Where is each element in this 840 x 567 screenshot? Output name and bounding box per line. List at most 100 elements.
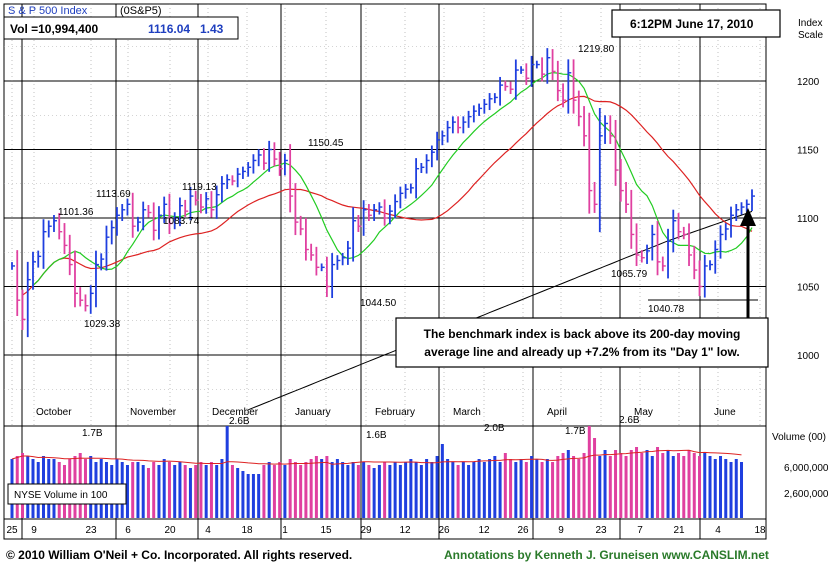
volume-bar — [141, 465, 145, 518]
nyse-volume-label: NYSE Volume in 100 — [14, 490, 108, 501]
volume-bar — [209, 462, 213, 518]
date-axis-frame — [3, 518, 767, 540]
volume-bar — [477, 459, 481, 518]
month-label: December — [212, 407, 259, 418]
volume-bar — [425, 459, 429, 518]
y-tick-1100: 1100 — [797, 214, 819, 225]
volume-bar — [346, 465, 350, 518]
y-tick-1050: 1050 — [797, 283, 820, 294]
volume-bar — [152, 462, 156, 518]
x-tick-label: 29 — [360, 525, 372, 536]
volume-bar — [593, 438, 597, 518]
volume-peak-label: 1.7B — [565, 426, 586, 437]
volume-bar — [430, 462, 434, 518]
annotation-box — [395, 317, 769, 368]
volume-bar — [524, 462, 528, 518]
annotation-line-1: The benchmark index is back above its 20… — [424, 327, 741, 341]
volume-bar — [341, 462, 345, 518]
month-label: June — [714, 407, 736, 418]
volume-bar — [540, 462, 544, 518]
volume-bar — [467, 465, 471, 518]
volume-tick-2-6m: 2,600,000 — [784, 489, 829, 500]
volume-bar — [398, 465, 402, 518]
volume-bar — [136, 462, 140, 518]
volume-info-box — [3, 16, 239, 40]
volume-bar — [367, 465, 371, 518]
volume-bar — [708, 456, 712, 518]
volume-bar — [687, 450, 691, 518]
x-tick-label: 18 — [754, 525, 766, 536]
price-change: 1.43 — [200, 22, 224, 36]
volume-axis-title: Volume (00) — [772, 432, 826, 443]
volume-bar — [404, 462, 408, 518]
volume-bar — [414, 462, 418, 518]
month-label: February — [375, 407, 415, 418]
volume-bar — [587, 426, 591, 518]
volume-bar — [608, 456, 612, 518]
volume-bar — [572, 456, 576, 518]
y-tick-1150: 1150 — [797, 146, 819, 157]
volume-bar — [388, 465, 392, 518]
volume-bar — [671, 456, 675, 518]
volume-bar — [230, 465, 234, 518]
volume-bar — [724, 459, 728, 518]
volume-bar — [146, 468, 150, 518]
volume-bar — [666, 450, 670, 518]
copyright: © 2010 William O'Neil + Co. Incorporated… — [6, 548, 352, 562]
volume-bar — [314, 456, 318, 518]
annotation-line-2: average line and already up +7.2% from i… — [424, 345, 739, 359]
volume-bar — [446, 459, 450, 518]
volume-bar — [162, 459, 166, 518]
volume-bar — [167, 462, 171, 518]
volume-bar — [251, 474, 255, 518]
volume-bar — [498, 462, 502, 518]
x-tick-label: 6 — [125, 525, 131, 536]
volume-peak-label: 2.6B — [229, 416, 250, 427]
x-tick-label: 9 — [31, 525, 37, 536]
x-tick-label: 23 — [85, 525, 97, 536]
level-label: 1044.50 — [360, 298, 397, 309]
volume-bar — [740, 462, 744, 518]
volume-bar — [267, 462, 271, 518]
volume-bar — [351, 462, 355, 518]
volume-bar — [383, 462, 387, 518]
volume-bar — [656, 447, 660, 518]
volume-peak-label: 1.7B — [82, 428, 103, 439]
volume-bar — [461, 462, 465, 518]
volume-avg-line — [11, 449, 742, 465]
volume-bar — [293, 462, 297, 518]
volume-bar — [220, 459, 224, 518]
volume-bar — [278, 462, 282, 518]
index-scale-label-2: Scale — [798, 30, 823, 41]
volume-bar — [561, 453, 565, 518]
volume-peak-label: 2.0B — [484, 423, 505, 434]
level-label: 1029.38 — [84, 319, 121, 330]
x-tick-label: 26 — [438, 525, 450, 536]
volume-bar — [215, 465, 219, 518]
volume-bar — [551, 462, 555, 518]
x-tick-label: 15 — [320, 525, 332, 536]
y-tick-1200: 1200 — [797, 77, 820, 88]
volume-readout: Vol =10,994,400 — [10, 22, 99, 36]
volume-bar — [393, 462, 397, 518]
volume-bar — [503, 453, 507, 518]
volume-bar — [530, 456, 534, 518]
timestamp-box — [611, 9, 781, 38]
month-label: October — [36, 407, 72, 418]
volume-bar — [178, 462, 182, 518]
volume-peak-label: 2.6B — [619, 415, 640, 426]
x-tick-label: 7 — [637, 525, 643, 536]
x-tick-label: 25 — [6, 525, 18, 536]
y-tick-1000: 1000 — [797, 351, 820, 362]
timestamp: 6:12PM June 17, 2010 — [630, 17, 754, 31]
volume-bar — [330, 462, 334, 518]
month-label: March — [453, 407, 481, 418]
volume-bar — [692, 453, 696, 518]
index-symbol: (0S&P5) — [120, 5, 162, 17]
volume-bar — [309, 459, 313, 518]
volume-bar — [325, 456, 329, 518]
month-label: January — [295, 407, 331, 418]
volume-bar — [629, 450, 633, 518]
volume-bar — [545, 459, 549, 518]
